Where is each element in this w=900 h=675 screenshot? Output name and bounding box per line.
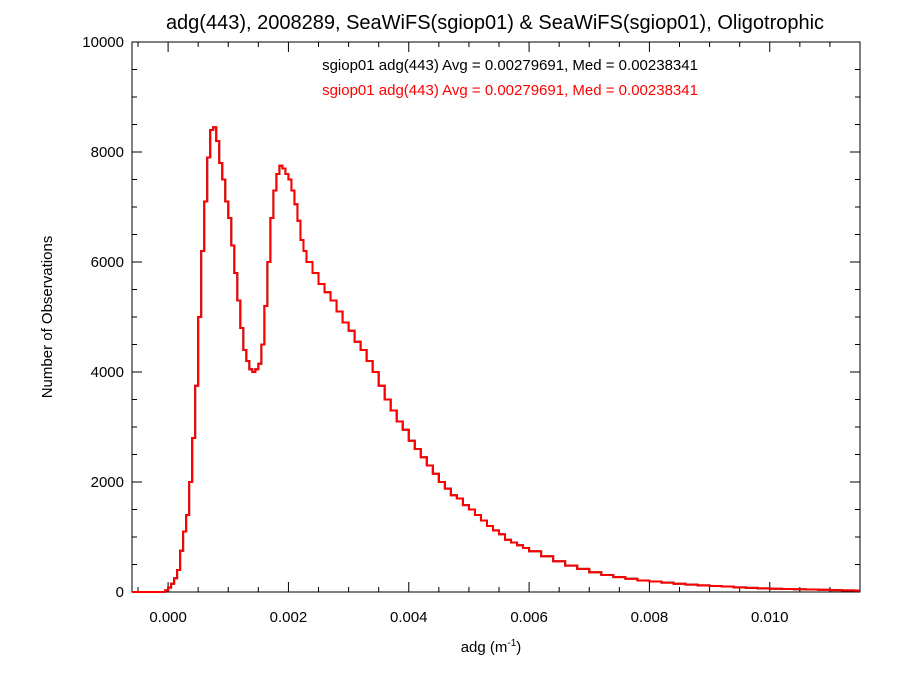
x-axis-label-main: adg (m (461, 639, 508, 656)
y-axis-ticks: 0 2000 4000 6000 8000 10000 (82, 34, 860, 601)
x-axis-ticks: 0.000 0.002 0.004 0.006 0.008 0.010 (137, 42, 861, 626)
x-tick-label: 0.000 (149, 609, 187, 626)
x-tick-label: 0.002 (270, 609, 308, 626)
series-line-2 (132, 126, 860, 593)
y-tick-label: 4000 (91, 364, 124, 381)
y-tick-label: 2000 (91, 474, 124, 491)
x-axis-label: adg (m-1) (461, 638, 522, 656)
y-axis-label: Number of Observations (39, 236, 56, 399)
annotation-black: sgiop01 adg(443) Avg = 0.00279691, Med =… (322, 57, 698, 74)
x-tick-label: 0.006 (510, 609, 548, 626)
series-layer (132, 126, 860, 593)
y-tick-label: 0 (116, 584, 124, 601)
y-tick-label: 8000 (91, 144, 124, 161)
y-tick-label: 10000 (82, 34, 124, 51)
x-axis-label-superscript: -1 (507, 638, 516, 649)
annotation-red: sgiop01 adg(443) Avg = 0.00279691, Med =… (322, 82, 698, 99)
x-tick-label: 0.008 (631, 609, 669, 626)
x-tick-label: 0.010 (751, 609, 789, 626)
y-tick-label: 6000 (91, 254, 124, 271)
x-tick-label: 0.004 (390, 609, 428, 626)
chart-title: adg(443), 2008289, SeaWiFS(sgiop01) & Se… (166, 12, 824, 34)
x-axis-label-close: ) (516, 639, 521, 656)
series-line-1 (132, 126, 860, 593)
